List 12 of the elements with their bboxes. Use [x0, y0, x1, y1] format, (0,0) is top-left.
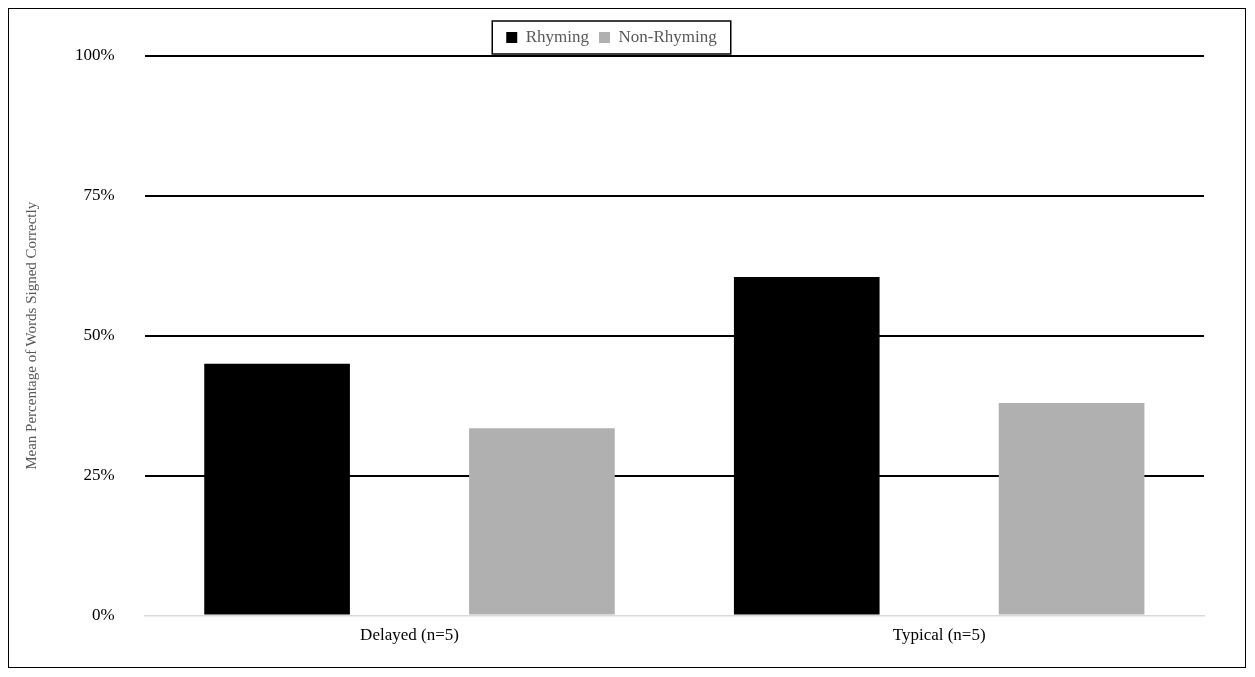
y-tick-label: 75%: [83, 185, 115, 205]
y-tick-label: 50%: [83, 325, 115, 345]
y-axis-title: Mean Percentage of Words Signed Correctly: [22, 201, 39, 470]
y-tick-label: 25%: [83, 465, 115, 485]
bar: [469, 428, 615, 615]
y-tick-label: 0%: [91, 605, 115, 625]
x-tick-label: Delayed (n=5): [360, 625, 459, 645]
x-tick-label: Typical (n=5): [892, 625, 986, 645]
legend-label: Rhyming: [525, 26, 590, 46]
y-tick-label: 100%: [74, 45, 115, 65]
bar: [998, 402, 1145, 615]
legend-label: Non-Rhyming: [618, 26, 718, 46]
